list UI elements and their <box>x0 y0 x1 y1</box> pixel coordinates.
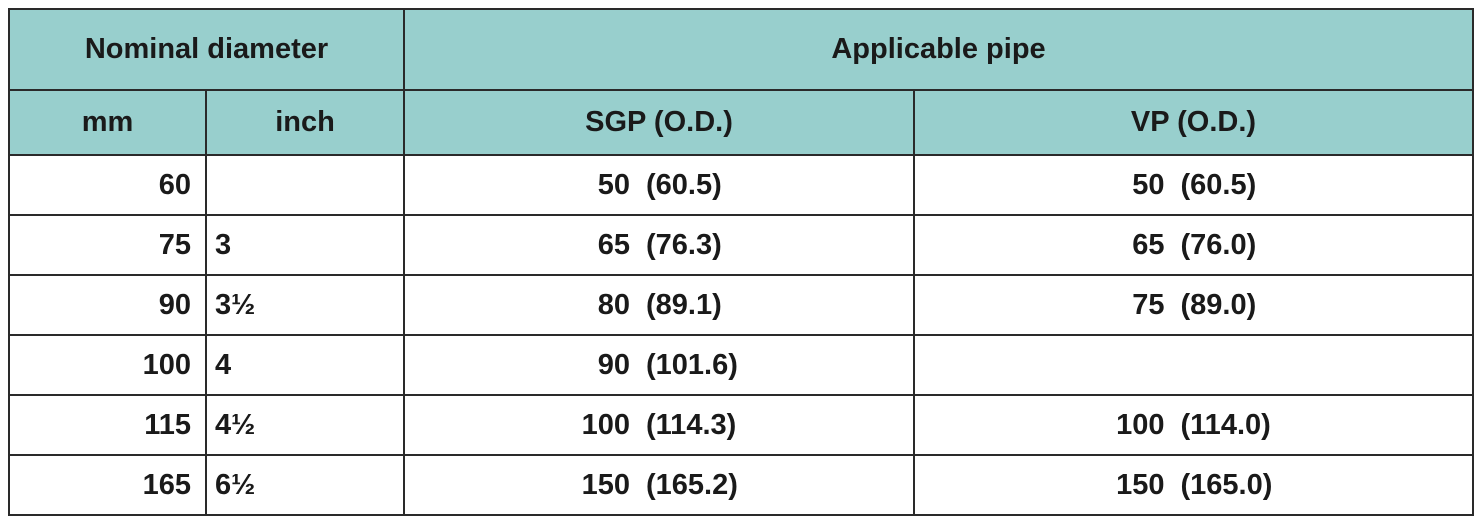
header-row-top: Nominal diameter Applicable pipe <box>8 8 1475 91</box>
table-row: 100 4 90 (101.6) <box>8 334 1475 396</box>
sgp-outer-diameter: (89.1) <box>646 288 722 321</box>
sgp-outer-diameter: (60.5) <box>646 168 722 201</box>
cell-mm: 90 <box>8 274 207 336</box>
sgp-nominal: 90 <box>597 348 630 381</box>
vp-outer-diameter: (60.5) <box>1180 168 1257 201</box>
vp-nominal: 65 <box>1132 228 1165 261</box>
sgp-nominal: 65 <box>597 228 630 261</box>
cell-inch: 4 <box>205 334 405 396</box>
vp-nominal: 100 <box>1116 408 1165 441</box>
sgp-nominal: 80 <box>597 288 630 321</box>
cell-sgp: 65 (76.3) <box>403 214 915 276</box>
header-inch: inch <box>205 89 405 156</box>
vp-outer-diameter: (89.0) <box>1180 288 1257 321</box>
vp-nominal: 75 <box>1132 288 1165 321</box>
cell-sgp: 100 (114.3) <box>403 394 915 456</box>
cell-inch <box>205 154 405 216</box>
table-row: 115 4½ 100 (114.3) 100 (114.0) <box>8 394 1475 456</box>
table-row: 75 3 65 (76.3) 65 (76.0) <box>8 214 1475 276</box>
vp-nominal: 150 <box>1116 468 1165 501</box>
header-vp: VP (O.D.) <box>912 89 1475 156</box>
pipe-table-container: Nominal diameter Applicable pipe mm inch… <box>8 8 1475 516</box>
cell-mm: 75 <box>8 214 207 276</box>
vp-outer-diameter: (114.0) <box>1180 408 1271 441</box>
cell-sgp: 90 (101.6) <box>403 334 915 396</box>
cell-vp: 150 (165.0) <box>912 454 1475 516</box>
sgp-outer-diameter: (114.3) <box>646 408 737 441</box>
vp-outer-diameter: (76.0) <box>1180 228 1257 261</box>
header-applicable-pipe: Applicable pipe <box>402 8 1475 91</box>
cell-vp <box>912 334 1475 396</box>
sgp-outer-diameter: (76.3) <box>646 228 722 261</box>
cell-mm: 115 <box>8 394 207 456</box>
header-nominal-diameter: Nominal diameter <box>8 8 405 91</box>
vp-outer-diameter: (165.0) <box>1180 468 1273 501</box>
header-sgp: SGP (O.D.) <box>403 89 915 156</box>
pipe-size-table: Nominal diameter Applicable pipe mm inch… <box>8 8 1475 516</box>
sgp-nominal: 50 <box>597 168 630 201</box>
sgp-outer-diameter: (165.2) <box>646 468 738 501</box>
cell-mm: 100 <box>8 334 207 396</box>
table-body: 60 50 (60.5) 50 (60.5) 75 3 65 (76.3) 65 (76… <box>8 154 1475 516</box>
header-mm: mm <box>8 89 207 156</box>
cell-mm: 165 <box>8 454 207 516</box>
cell-vp: 100 (114.0) <box>912 394 1475 456</box>
table-row: 90 3½ 80 (89.1) 75 (89.0) <box>8 274 1475 336</box>
sgp-nominal: 150 <box>581 468 630 501</box>
table-row: 165 6½ 150 (165.2) 150 (165.0) <box>8 454 1475 516</box>
cell-inch: 3½ <box>205 274 405 336</box>
cell-mm: 60 <box>8 154 207 216</box>
cell-inch: 3 <box>205 214 405 276</box>
sgp-outer-diameter: (101.6) <box>646 348 738 381</box>
cell-inch: 6½ <box>205 454 405 516</box>
cell-inch: 4½ <box>205 394 405 456</box>
table-header: Nominal diameter Applicable pipe mm inch… <box>8 8 1475 156</box>
header-row-sub: mm inch SGP (O.D.) VP (O.D.) <box>8 89 1475 156</box>
cell-sgp: 150 (165.2) <box>403 454 915 516</box>
cell-sgp: 80 (89.1) <box>403 274 915 336</box>
cell-vp: 50 (60.5) <box>912 154 1475 216</box>
sgp-nominal: 100 <box>581 408 630 441</box>
cell-sgp: 50 (60.5) <box>403 154 915 216</box>
cell-vp: 75 (89.0) <box>912 274 1475 336</box>
vp-nominal: 50 <box>1132 168 1165 201</box>
table-row: 60 50 (60.5) 50 (60.5) <box>8 154 1475 216</box>
cell-vp: 65 (76.0) <box>912 214 1475 276</box>
